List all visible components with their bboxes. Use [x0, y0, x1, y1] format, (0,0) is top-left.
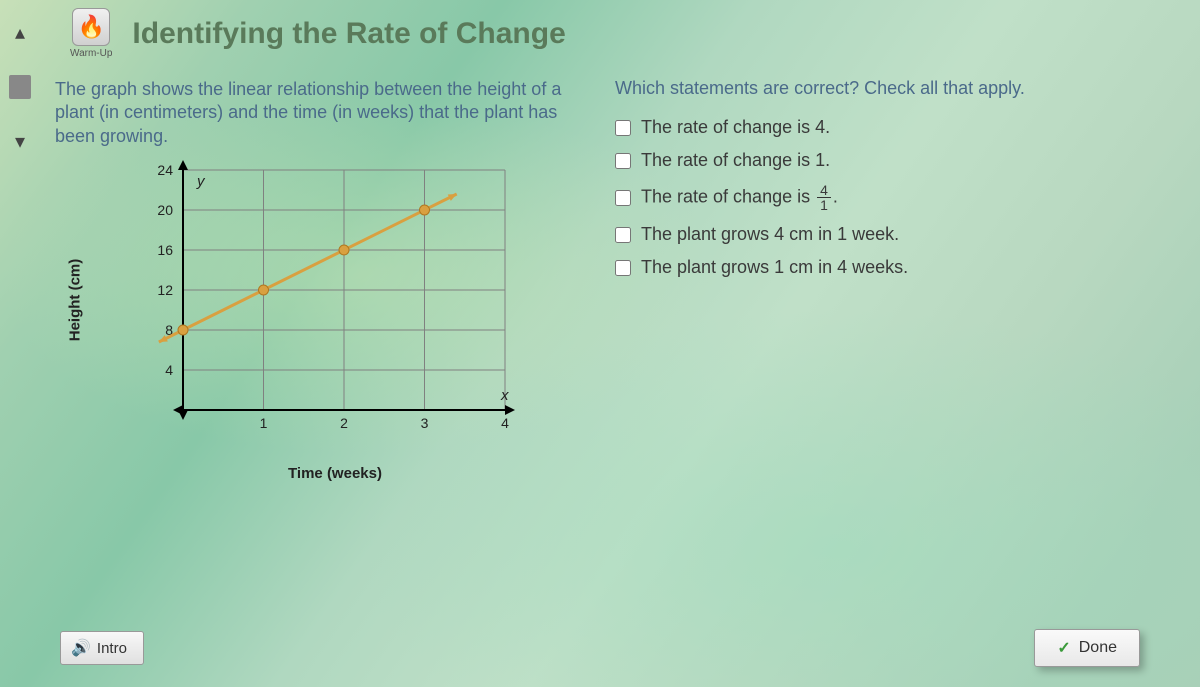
- header: 🔥 Warm-Up Identifying the Rate of Change: [70, 8, 1160, 59]
- svg-text:2: 2: [340, 415, 348, 431]
- option-text-3: The plant grows 4 cm in 1 week.: [641, 224, 899, 245]
- option-text-1: The rate of change is 1.: [641, 150, 830, 171]
- check-icon: ✓: [1057, 638, 1070, 658]
- y-axis-label: Height (cm): [67, 259, 84, 342]
- done-label: Done: [1079, 639, 1117, 657]
- option-checkbox-3[interactable]: [615, 227, 631, 243]
- svg-text:y: y: [196, 173, 206, 190]
- left-column: The graph shows the linear relationship …: [55, 78, 575, 440]
- page-title: Identifying the Rate of Change: [132, 17, 565, 51]
- option-4[interactable]: The plant grows 1 cm in 4 weeks.: [615, 257, 1160, 278]
- option-text-4: The plant grows 1 cm in 4 weeks.: [641, 257, 908, 278]
- nav-tab[interactable]: [9, 75, 31, 99]
- chart-svg: 48121620241234yx: [145, 160, 525, 440]
- svg-text:3: 3: [421, 415, 429, 431]
- svg-text:16: 16: [157, 242, 173, 258]
- intro-button[interactable]: 🔊 Intro: [60, 631, 144, 665]
- svg-text:4: 4: [501, 415, 509, 431]
- option-checkbox-1[interactable]: [615, 153, 631, 169]
- prompt-text: The graph shows the linear relationship …: [55, 78, 575, 148]
- intro-label: Intro: [97, 640, 127, 657]
- option-0[interactable]: The rate of change is 4.: [615, 117, 1160, 138]
- svg-text:12: 12: [157, 282, 173, 298]
- svg-text:24: 24: [157, 162, 173, 178]
- svg-text:4: 4: [165, 362, 173, 378]
- done-button[interactable]: ✓ Done: [1034, 629, 1140, 667]
- speaker-icon: 🔊: [71, 638, 91, 658]
- option-checkbox-4[interactable]: [615, 260, 631, 276]
- content: The graph shows the linear relationship …: [55, 78, 1160, 440]
- warmup-badge: 🔥 Warm-Up: [70, 8, 112, 59]
- right-column: Which statements are correct? Check all …: [615, 78, 1160, 440]
- question-text: Which statements are correct? Check all …: [615, 78, 1160, 99]
- chart: Height (cm) 48121620241234yx Time (weeks…: [145, 160, 525, 440]
- nav-arrow-up[interactable]: ▴: [15, 20, 25, 45]
- svg-text:1: 1: [260, 415, 268, 431]
- option-text-2: The rate of change is 41.: [641, 183, 838, 212]
- bottom-bar: 🔊 Intro ✓ Done: [60, 629, 1140, 667]
- option-text-0: The rate of change is 4.: [641, 117, 830, 138]
- option-checkbox-0[interactable]: [615, 120, 631, 136]
- flame-icon: 🔥: [72, 8, 110, 46]
- option-2[interactable]: The rate of change is 41.: [615, 183, 1160, 212]
- svg-text:20: 20: [157, 202, 173, 218]
- option-3[interactable]: The plant grows 4 cm in 1 week.: [615, 224, 1160, 245]
- left-nav: ▴ ▾: [0, 20, 40, 154]
- option-checkbox-2[interactable]: [615, 190, 631, 206]
- x-axis-label: Time (weeks): [288, 465, 382, 482]
- nav-arrow-down[interactable]: ▾: [15, 129, 25, 154]
- option-1[interactable]: The rate of change is 1.: [615, 150, 1160, 171]
- warmup-label: Warm-Up: [70, 48, 112, 59]
- svg-text:x: x: [500, 387, 509, 404]
- options-list: The rate of change is 4. The rate of chan…: [615, 117, 1160, 278]
